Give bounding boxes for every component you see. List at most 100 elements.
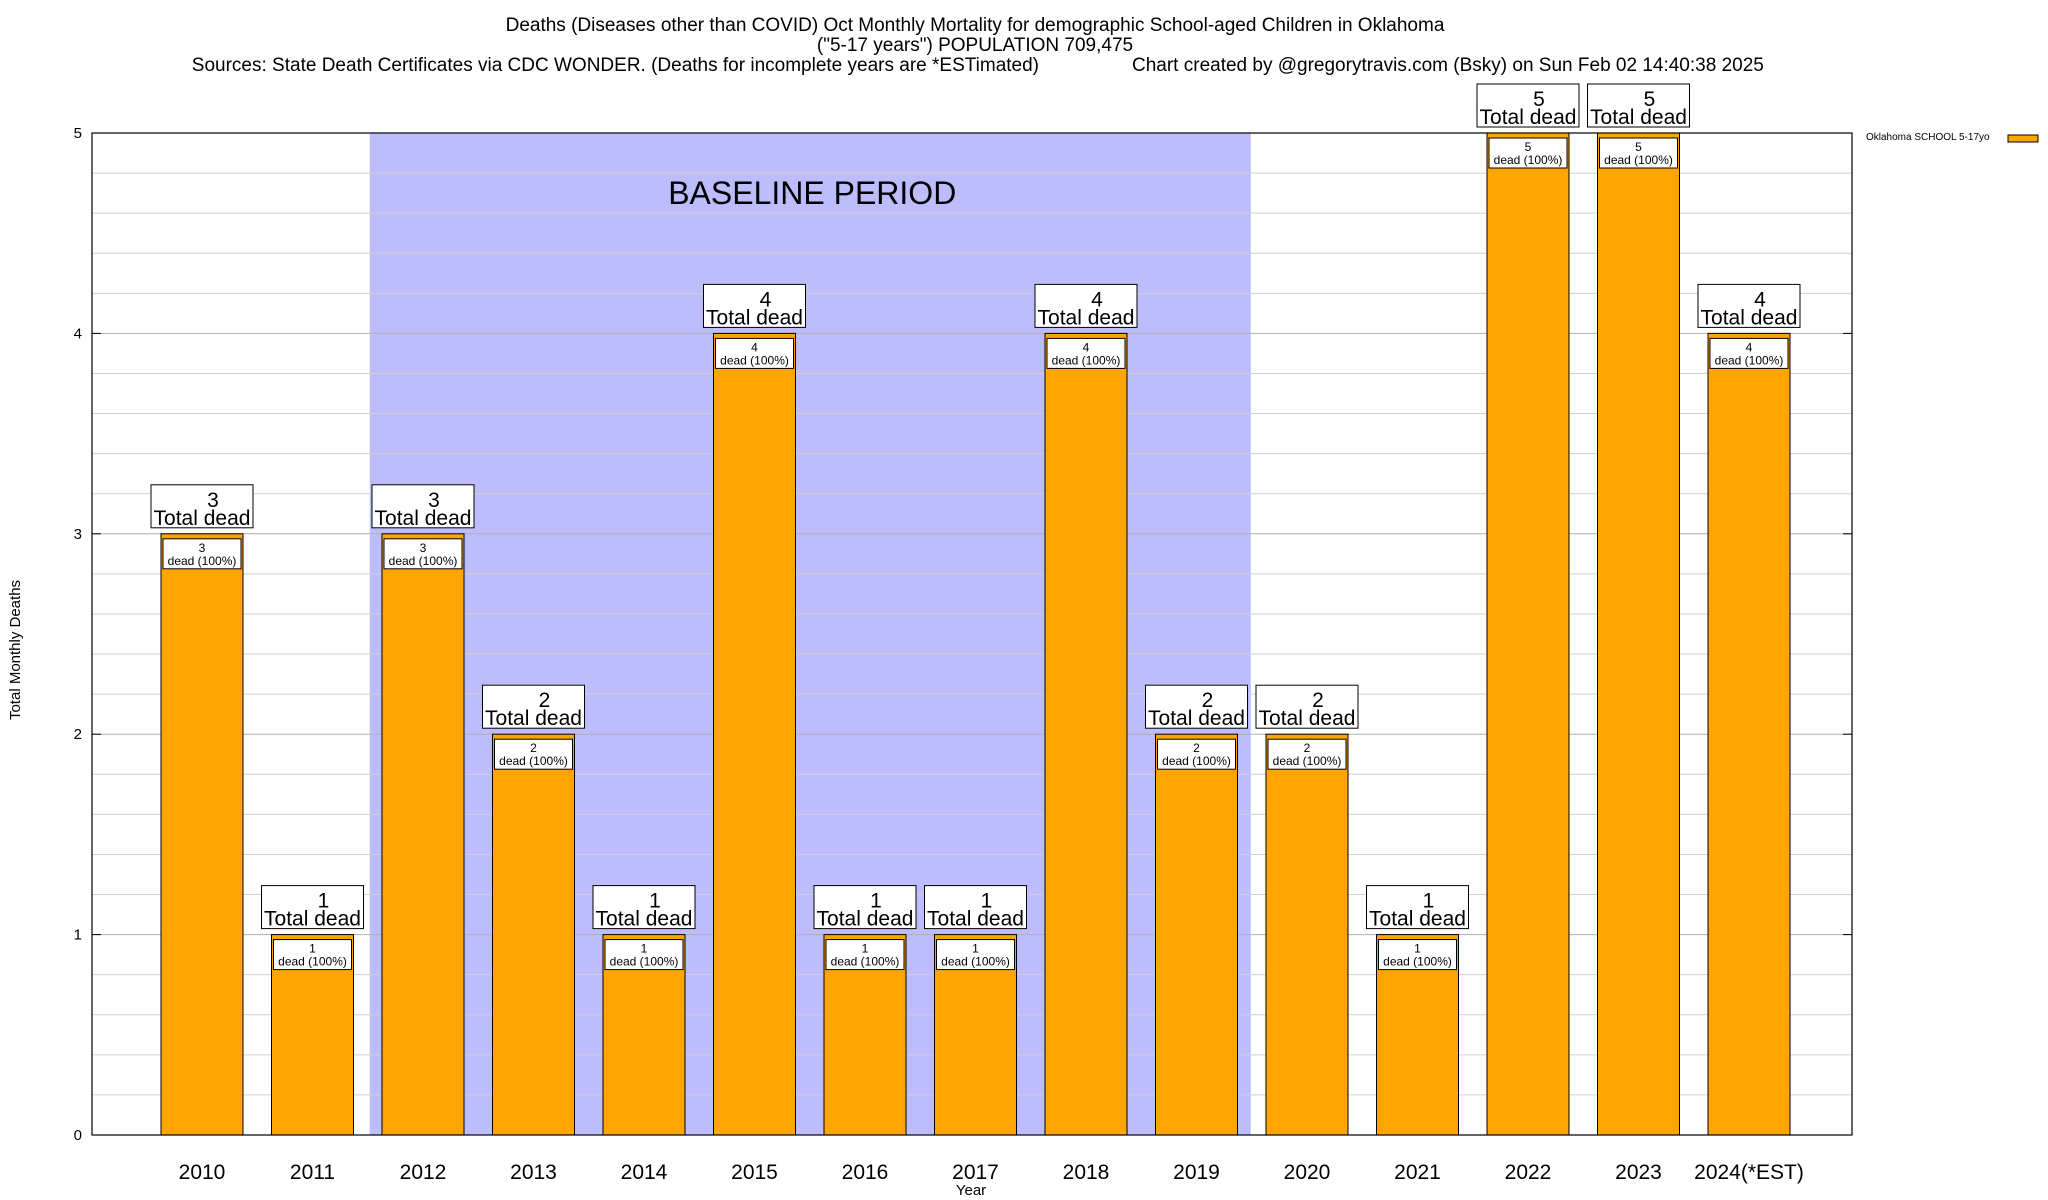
total-label-text: Total dead [1369,908,1466,931]
x-tick-label: 2020 [1284,1161,1331,1184]
inner-label-value: 4 [1083,340,1090,354]
legend-swatch [2007,134,2039,143]
inner-label-value: 2 [530,741,537,755]
plot-frame [91,132,1853,1136]
bar [1155,733,1238,1136]
total-label-box [703,283,806,328]
total-label-text: Total dead [375,507,472,530]
total-label-box [813,885,917,930]
total-label-value: 4 [760,288,772,311]
inner-label-value: 1 [641,942,648,956]
total-label-box [1587,83,1690,128]
total-label-text: Total dead [1259,707,1356,730]
chart-title: Deaths (Diseases other than COVID) Oct M… [506,15,1445,36]
x-axis-label: Year [956,1182,986,1199]
bar [381,533,465,1136]
inner-label-text: dead (100%) [499,754,568,768]
total-label-box [1366,885,1469,930]
total-label-value: 5 [1644,88,1656,111]
inner-label-value: 4 [751,340,758,354]
inner-label-value: 1 [1414,942,1421,956]
inner-label-text: dead (100%) [610,955,679,969]
inner-label-value: 5 [1525,140,1532,154]
inner-label-box [825,939,905,971]
total-label-text: Total dead [1590,106,1687,129]
total-label-text: Total dead [485,707,582,730]
bar [1044,332,1128,1136]
inner-label-text: dead (100%) [1494,153,1563,167]
y-tick-label: 4 [74,325,82,342]
axes: 0 1 2 3 4 5 [74,125,1853,1144]
inner-label-box [162,538,242,570]
inner-label-box [715,337,794,369]
inner-label-box [1599,137,1678,169]
inner-label-text: dead (100%) [1383,955,1452,969]
baseline-label: BASELINE PERIOD [668,175,956,211]
total-label-value: 2 [1312,689,1324,712]
total-label-value: 4 [1754,288,1766,311]
total-label-text: Total dead [1701,306,1798,329]
total-label-value: 1 [318,890,330,913]
total-label-box [592,885,696,930]
inner-label-text: dead (100%) [720,353,789,367]
inner-label-text: dead (100%) [1273,754,1342,768]
bars [160,132,1791,1136]
total-label-box [1145,684,1248,729]
total-label-value: 2 [1202,689,1214,712]
total-label-value: 1 [649,890,661,913]
x-tick-label: 2019 [1173,1161,1220,1184]
inner-label-text: dead (100%) [168,554,237,568]
total-label-box [482,684,585,729]
inner-label-value: 1 [862,942,869,956]
total-label-box [150,484,254,529]
y-axis-label: Total Monthly Deaths [7,580,24,720]
total-label-value: 2 [539,689,551,712]
inner-label-box [1157,738,1236,770]
inner-label-text: dead (100%) [278,955,347,969]
bar [713,332,796,1136]
total-label-box [371,484,475,529]
bar [1597,132,1680,1136]
total-label-box [924,885,1027,930]
inner-label-box [1267,738,1347,770]
total-label-text: Total dead [264,908,361,931]
total-label-box [1476,83,1580,128]
x-tick-label: 2022 [1505,1161,1552,1184]
x-tick-label: 2024(*EST) [1694,1161,1804,1184]
x-tick-label: 2016 [842,1161,889,1184]
x-tick-label: 2018 [1063,1161,1110,1184]
total-label-box [261,885,364,930]
total-label-value: 1 [981,890,993,913]
inner-label-value: 3 [199,541,206,555]
chart-credit: Chart created by @gregorytravis.com (Bsk… [1132,55,1764,76]
x-tick-label: 2011 [290,1161,335,1184]
chart-subtitle: ("5-17 years") POPULATION 709,475 [817,35,1133,56]
x-tick-label: 2021 [1394,1161,1441,1184]
bar [1707,332,1791,1136]
x-tick-label: 2015 [731,1161,778,1184]
inner-label-box [494,738,573,770]
x-tick-label: 2013 [510,1161,557,1184]
total-label-text: Total dead [706,306,803,329]
